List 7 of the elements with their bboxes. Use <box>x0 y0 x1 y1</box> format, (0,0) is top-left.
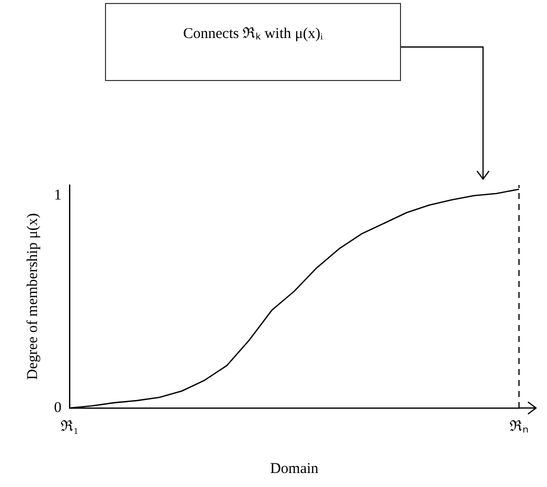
y-tick-label: 0 <box>54 400 62 416</box>
x-axis-title: Domain <box>270 460 319 477</box>
text: Connects ℜₖ with μ(x)ᵢ <box>105 3 401 81</box>
y-tick-label: 1 <box>54 188 62 204</box>
y-axis-title: Degree of membership μ(x) <box>24 213 41 380</box>
x-tick-label: ℜ₁ <box>60 418 79 435</box>
x-tick-label: ℜₙ <box>510 418 528 435</box>
